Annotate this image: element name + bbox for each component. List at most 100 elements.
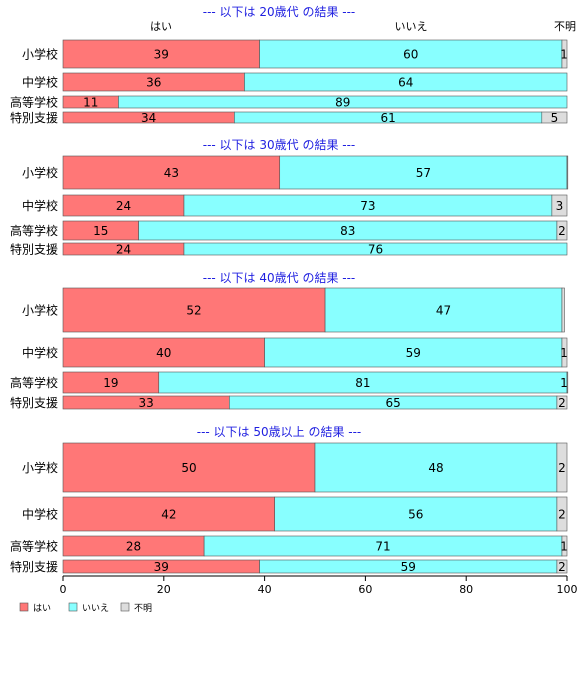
category-label: 小学校 [22,47,58,62]
legend-swatch [68,602,78,612]
bar-segment [279,155,568,190]
legend-label: はい [33,603,51,614]
bar-segment [561,337,568,368]
panel-title: --- 以下は 40歳代 の結果 --- [203,271,356,285]
data-label: 83 [340,224,355,238]
bar-segment [556,442,568,493]
data-label: 57 [416,166,431,180]
bar-segment [62,39,260,69]
data-label: 1 [560,376,568,390]
data-label: 65 [385,396,400,410]
category-label: 特別支援 [10,559,58,574]
legend-swatch [120,602,130,612]
bar-segment [551,194,568,217]
bar-segment [324,287,563,333]
bar-segment [62,442,316,493]
bar-segment [274,496,558,532]
bar-segment [556,220,568,241]
bar-segment [566,155,569,190]
category-label: 中学校 [22,345,58,360]
data-label: 28 [126,540,141,554]
panel-title: --- 以下は 30歳代 の結果 --- [203,138,356,152]
data-label: 1 [560,346,568,360]
data-label: 43 [164,166,179,180]
bar-segment [556,395,568,410]
category-label: 高等学校 [10,95,58,110]
data-label: 2 [558,461,566,475]
data-label: 40 [156,346,171,360]
bar-segment [62,287,326,333]
bar-segment [62,155,281,190]
bar-segment [566,371,569,394]
bar-segment [314,442,558,493]
x-tick-label: 20 [157,583,171,596]
data-label: 2 [558,560,566,574]
data-label: 1 [560,48,568,62]
data-label: 50 [181,461,196,475]
bar-segment [259,39,563,69]
column-header-label: はい [150,20,172,33]
bar-segment [118,95,568,109]
data-label: 89 [335,96,350,110]
data-label: 33 [139,396,154,410]
bar-segment [264,337,563,368]
data-label: 56 [408,508,423,522]
legend-swatch [19,602,29,612]
data-label: 47 [436,304,451,318]
data-label: 5 [551,111,559,125]
data-label: 60 [403,48,418,62]
x-tick-label: 100 [557,583,578,596]
x-tick-label: 40 [258,583,272,596]
bar-segment [556,496,568,532]
data-label: 2 [558,508,566,522]
bar-segment [556,559,568,574]
data-label: 36 [146,76,161,90]
data-label: 1 [560,540,568,554]
bar-segment [561,287,565,333]
category-label: 高等学校 [10,375,58,390]
data-label: 71 [375,540,390,554]
category-label: 中学校 [22,75,58,90]
column-header-label: いいえ [395,20,428,33]
data-label: 48 [428,461,443,475]
data-label: 61 [380,111,395,125]
data-label: 24 [116,199,131,213]
data-label: 19 [103,376,118,390]
data-label: 76 [368,243,383,257]
category-label: 中学校 [22,507,58,522]
data-label: 3 [556,199,564,213]
bar-segment [244,72,568,92]
panel-title: --- 以下は 50歳以上 の結果 --- [197,425,362,439]
data-label: 15 [93,224,108,238]
data-label: 24 [116,243,131,257]
x-tick-label: 80 [459,583,473,596]
category-label: 高等学校 [10,539,58,554]
data-label: 73 [360,199,375,213]
data-label: 52 [186,304,201,318]
data-label: 42 [161,508,176,522]
category-label: 特別支援 [10,110,58,125]
data-label: 59 [406,346,421,360]
legend-label: いいえ [82,603,109,614]
data-label: 64 [398,76,413,90]
bar-segment [62,496,275,532]
bar-segment [561,39,568,69]
category-label: 中学校 [22,198,58,213]
panel-title: --- 以下は 20歳代 の結果 --- [203,5,356,19]
legend-label: 不明 [134,603,152,614]
data-label: 39 [154,560,169,574]
category-label: 小学校 [22,165,58,180]
data-label: 11 [83,96,98,110]
category-label: 特別支援 [10,395,58,410]
data-label: 81 [355,376,370,390]
data-label: 34 [141,111,156,125]
category-label: 高等学校 [10,223,58,238]
category-label: 小学校 [22,460,58,475]
bar-segment [561,535,568,557]
bar-segment [62,337,265,368]
data-label: 2 [558,396,566,410]
data-label: 59 [401,560,416,574]
bar-segment [541,111,568,124]
